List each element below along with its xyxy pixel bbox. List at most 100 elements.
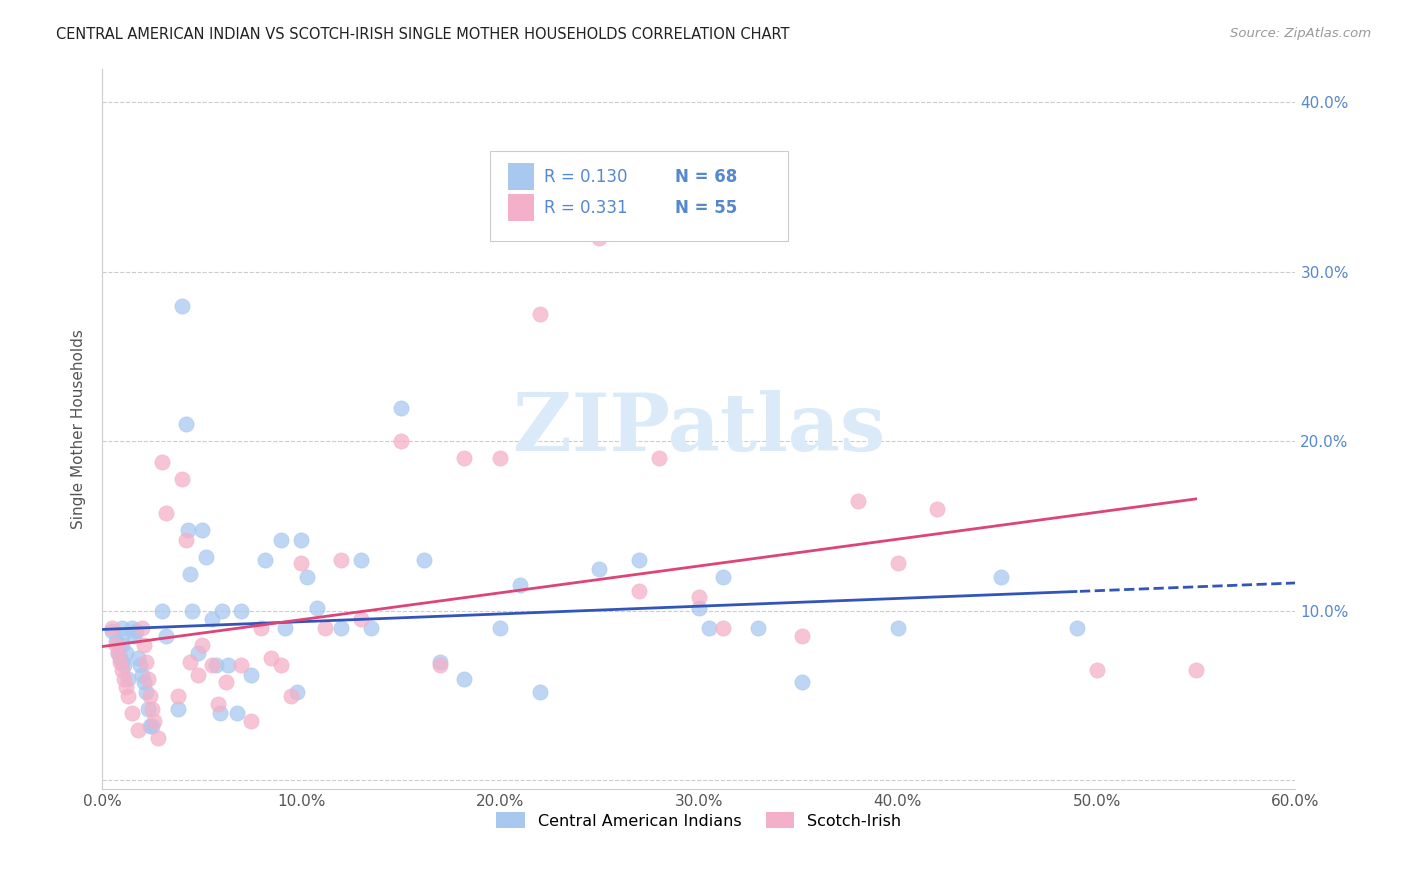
Point <box>329 621 352 635</box>
Point <box>389 401 412 415</box>
Point <box>121 706 143 720</box>
Point <box>588 561 610 575</box>
Point <box>155 629 177 643</box>
Point <box>122 629 145 643</box>
Point <box>101 624 124 639</box>
Point <box>217 658 239 673</box>
Point <box>204 658 226 673</box>
Point <box>112 658 135 673</box>
Point <box>285 685 308 699</box>
Point <box>453 451 475 466</box>
Point <box>711 621 734 635</box>
Point <box>108 655 131 669</box>
Point <box>111 629 134 643</box>
Point <box>389 434 412 449</box>
Point <box>170 299 193 313</box>
Point <box>240 668 263 682</box>
Point <box>711 570 734 584</box>
Point <box>350 553 373 567</box>
Point <box>688 591 710 605</box>
Point <box>117 672 139 686</box>
Point <box>274 621 297 635</box>
Point <box>132 638 155 652</box>
Point <box>111 638 134 652</box>
Point <box>179 655 201 669</box>
Point <box>270 533 292 547</box>
Point <box>628 583 651 598</box>
Point <box>1085 663 1108 677</box>
Point <box>211 604 233 618</box>
Point <box>295 570 318 584</box>
Text: CENTRAL AMERICAN INDIAN VS SCOTCH-IRISH SINGLE MOTHER HOUSEHOLDS CORRELATION CHA: CENTRAL AMERICAN INDIAN VS SCOTCH-IRISH … <box>56 27 790 42</box>
Point <box>139 689 162 703</box>
Text: R = 0.130: R = 0.130 <box>544 168 627 186</box>
Point <box>105 638 128 652</box>
Point <box>125 624 148 639</box>
Point <box>280 689 302 703</box>
Point <box>117 689 139 703</box>
Point <box>190 523 212 537</box>
Point <box>886 557 908 571</box>
Point <box>350 612 373 626</box>
Point <box>489 621 512 635</box>
Point <box>792 675 814 690</box>
Point <box>648 451 671 466</box>
Point <box>250 621 273 635</box>
Point <box>927 502 949 516</box>
Point <box>231 658 253 673</box>
FancyBboxPatch shape <box>508 194 534 221</box>
Point <box>112 672 135 686</box>
Point <box>179 566 201 581</box>
Point <box>150 455 173 469</box>
Point <box>697 621 720 635</box>
Point <box>207 697 229 711</box>
Point <box>529 307 551 321</box>
Point <box>200 612 222 626</box>
Y-axis label: Single Mother Households: Single Mother Households <box>72 329 86 529</box>
Point <box>132 675 155 690</box>
Point <box>314 621 336 635</box>
Point <box>141 702 163 716</box>
Point <box>290 557 312 571</box>
FancyBboxPatch shape <box>508 163 534 190</box>
Point <box>792 629 814 643</box>
Point <box>688 600 710 615</box>
Point <box>129 658 152 673</box>
FancyBboxPatch shape <box>491 152 789 242</box>
Point <box>121 621 143 635</box>
Text: N = 55: N = 55 <box>675 199 737 217</box>
Point <box>115 680 138 694</box>
Point <box>886 621 908 635</box>
Point <box>208 706 231 720</box>
Point <box>509 578 531 592</box>
Point <box>240 714 263 728</box>
Point <box>270 658 292 673</box>
Text: N = 68: N = 68 <box>675 168 737 186</box>
Point <box>141 719 163 733</box>
Point <box>194 549 217 564</box>
Point <box>136 702 159 716</box>
Point <box>231 604 253 618</box>
Point <box>146 731 169 745</box>
Point <box>131 668 153 682</box>
Point <box>155 506 177 520</box>
Point <box>489 451 512 466</box>
Text: ZIPatlas: ZIPatlas <box>513 390 884 467</box>
Point <box>1185 663 1208 677</box>
Point <box>628 553 651 567</box>
Point <box>177 523 200 537</box>
Point <box>429 658 451 673</box>
Point <box>170 472 193 486</box>
Point <box>990 570 1012 584</box>
Point <box>187 646 209 660</box>
Point <box>305 600 328 615</box>
Point <box>108 651 131 665</box>
Point <box>142 714 165 728</box>
Point <box>329 553 352 567</box>
Legend: Central American Indians, Scotch-Irish: Central American Indians, Scotch-Irish <box>491 805 908 835</box>
Point <box>174 533 197 547</box>
Point <box>453 672 475 686</box>
Point <box>180 604 202 618</box>
Point <box>260 651 283 665</box>
Point <box>101 621 124 635</box>
